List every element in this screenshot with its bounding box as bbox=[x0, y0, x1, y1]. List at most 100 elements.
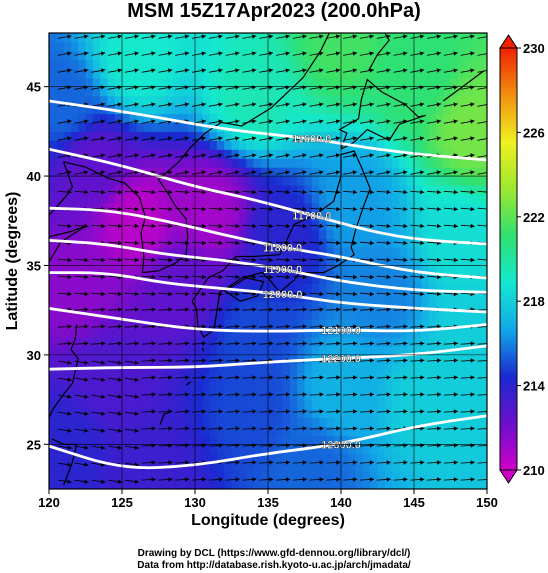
field-cell bbox=[319, 256, 327, 267]
field-cell bbox=[465, 140, 473, 150]
field-cell bbox=[435, 462, 444, 472]
field-cell bbox=[450, 453, 459, 463]
coastline bbox=[201, 347, 205, 352]
field-cell bbox=[195, 158, 203, 168]
field-cell bbox=[392, 363, 400, 374]
field-cell bbox=[370, 453, 379, 463]
field-cell bbox=[435, 131, 444, 141]
field-cell bbox=[187, 283, 196, 293]
field-cell bbox=[56, 274, 65, 284]
wind-arrowhead bbox=[352, 170, 357, 175]
wind-arrowhead bbox=[269, 477, 274, 482]
field-cell bbox=[151, 158, 160, 168]
field-cell bbox=[479, 363, 487, 374]
field-cell bbox=[428, 399, 437, 410]
field-cell bbox=[275, 337, 284, 347]
field-cell bbox=[202, 480, 211, 489]
field-cell bbox=[70, 95, 79, 106]
field-cell bbox=[319, 158, 327, 168]
field-cell bbox=[202, 158, 211, 168]
wind-arrowhead bbox=[268, 170, 273, 175]
field-cell bbox=[78, 59, 87, 70]
field-cell bbox=[56, 480, 65, 489]
field-cell bbox=[370, 149, 379, 159]
field-cell bbox=[231, 319, 240, 329]
field-cell bbox=[180, 41, 189, 52]
field-cell bbox=[326, 328, 335, 338]
field-cell bbox=[78, 95, 87, 106]
field-cell bbox=[457, 256, 466, 267]
wind-arrowhead bbox=[353, 240, 358, 246]
field-cell bbox=[268, 345, 276, 356]
field-cell bbox=[311, 77, 320, 88]
field-cell bbox=[180, 301, 189, 311]
field-cell bbox=[435, 247, 444, 258]
field-cell bbox=[136, 265, 145, 276]
field-cell bbox=[129, 77, 138, 88]
field-cell bbox=[333, 247, 342, 258]
field-cell bbox=[392, 104, 400, 115]
field-cell bbox=[246, 444, 254, 454]
field-cell bbox=[472, 265, 481, 276]
field-cell bbox=[246, 68, 254, 79]
field-cell bbox=[392, 86, 400, 97]
field-cell bbox=[187, 363, 196, 374]
field-cell bbox=[384, 337, 393, 347]
field-cell bbox=[173, 211, 181, 222]
wind-arrowhead bbox=[453, 257, 458, 263]
field-cell bbox=[450, 292, 459, 302]
wind-arrowhead bbox=[403, 341, 408, 346]
field-cell bbox=[377, 399, 386, 410]
field-cell bbox=[49, 328, 57, 338]
wind-arrowhead bbox=[403, 189, 408, 195]
field-cell bbox=[377, 202, 386, 213]
field-cell bbox=[406, 319, 415, 329]
field-cell bbox=[224, 122, 233, 132]
field-cell bbox=[114, 131, 123, 141]
field-cell bbox=[326, 50, 335, 61]
field-cell bbox=[268, 122, 276, 132]
field-cell bbox=[165, 408, 174, 419]
field-cell bbox=[85, 77, 94, 88]
field-cell bbox=[362, 399, 371, 410]
wind-arrowhead bbox=[235, 426, 240, 431]
wind-arrowhead bbox=[134, 324, 139, 329]
wind-arrowhead bbox=[369, 153, 374, 158]
field-cell bbox=[100, 185, 108, 195]
wind-arrowhead bbox=[470, 136, 475, 141]
field-cell bbox=[195, 41, 203, 52]
field-cell bbox=[348, 211, 357, 222]
field-cell bbox=[253, 345, 262, 356]
field-cell bbox=[238, 229, 247, 240]
wind-arrowhead bbox=[319, 240, 324, 246]
field-cell bbox=[421, 265, 430, 276]
field-cell bbox=[421, 381, 430, 392]
field-cell bbox=[428, 354, 437, 365]
wind-arrowhead bbox=[218, 409, 223, 414]
field-cell bbox=[399, 211, 408, 222]
field-cell bbox=[100, 274, 108, 284]
field-cell bbox=[143, 256, 152, 267]
field-cell bbox=[472, 453, 481, 463]
field-cell bbox=[457, 292, 466, 302]
field-cell bbox=[238, 193, 247, 204]
field-cell bbox=[268, 399, 276, 410]
field-cell bbox=[421, 274, 430, 284]
field-cell bbox=[304, 59, 313, 70]
field-cell bbox=[260, 77, 269, 88]
field-cell bbox=[187, 408, 196, 419]
field-cell bbox=[472, 149, 481, 159]
field-cell bbox=[92, 426, 101, 436]
field-cell bbox=[282, 274, 291, 284]
field-cell bbox=[78, 140, 87, 150]
wind-arrowhead bbox=[302, 409, 307, 414]
field-cell bbox=[355, 345, 364, 356]
field-cell bbox=[56, 265, 65, 276]
field-cell bbox=[158, 193, 167, 204]
field-cell bbox=[49, 417, 57, 428]
field-cell bbox=[216, 310, 225, 320]
field-cell bbox=[465, 462, 473, 472]
field-cell bbox=[326, 158, 335, 168]
field-cell bbox=[195, 301, 203, 311]
wind-arrowhead bbox=[436, 51, 441, 56]
